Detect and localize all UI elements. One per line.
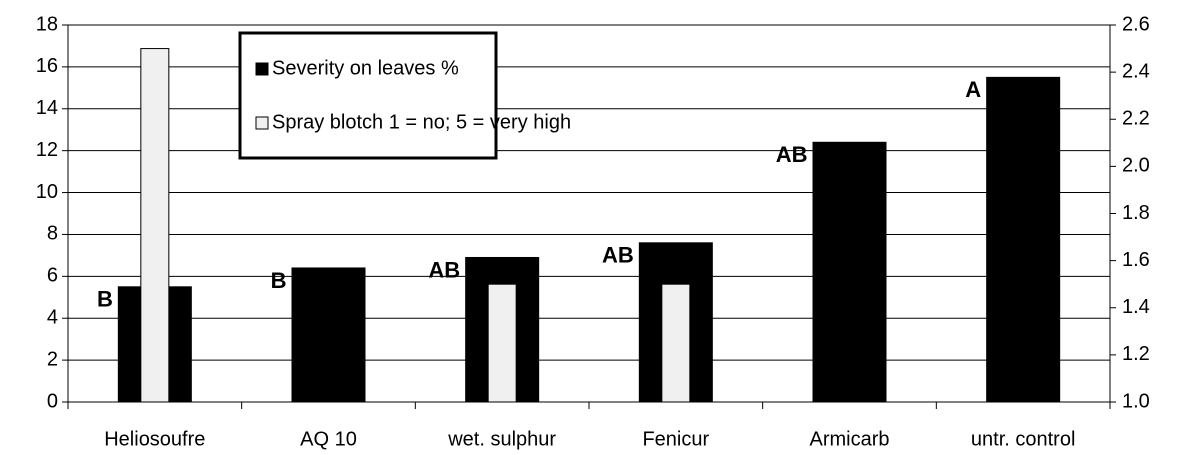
y-tick-label: 8 bbox=[47, 223, 58, 245]
annotation: B bbox=[97, 287, 113, 312]
x-tick-label: Heliosoufre bbox=[104, 428, 205, 450]
legend-label: Severity on leaves % bbox=[272, 57, 459, 79]
y-tick-label: 16 bbox=[36, 55, 58, 77]
x-tick-label: wet. sulphur bbox=[447, 428, 556, 450]
x-tick-label: Armicarb bbox=[809, 428, 889, 450]
y2-tick-label: 1.4 bbox=[1122, 296, 1150, 318]
y-tick-label: 4 bbox=[47, 307, 58, 329]
bar bbox=[140, 48, 170, 403]
y2-tick-label: 1.6 bbox=[1122, 249, 1150, 271]
x-tick-label: AQ 10 bbox=[300, 428, 357, 450]
bar bbox=[812, 141, 887, 403]
y2-tick-label: 2.2 bbox=[1122, 108, 1150, 130]
y-tick-label: 10 bbox=[36, 181, 58, 203]
y-tick-label: 18 bbox=[36, 13, 58, 35]
annotation: AB bbox=[428, 257, 460, 282]
annotation: A bbox=[965, 77, 981, 102]
bar bbox=[986, 76, 1061, 403]
y-tick-label: 12 bbox=[36, 139, 58, 161]
y-tick-label: 0 bbox=[47, 390, 58, 412]
y-tick-label: 6 bbox=[47, 265, 58, 287]
legend-swatch bbox=[255, 116, 269, 130]
y-tick-label: 2 bbox=[47, 348, 58, 370]
x-tick-label: untr. control bbox=[971, 428, 1076, 450]
y2-tick-label: 1.0 bbox=[1122, 390, 1150, 412]
legend-label: Spray blotch 1 = no; 5 = very high bbox=[272, 111, 571, 133]
y2-tick-label: 1.2 bbox=[1122, 343, 1150, 365]
y2-tick-label: 1.8 bbox=[1122, 202, 1150, 224]
annotation: AB bbox=[602, 243, 634, 268]
bar bbox=[661, 283, 691, 403]
bar bbox=[487, 283, 517, 403]
x-tick-label: Fenicur bbox=[642, 428, 709, 450]
annotation: AB bbox=[776, 142, 808, 167]
y2-tick-label: 2.4 bbox=[1122, 60, 1150, 82]
bar bbox=[291, 267, 366, 403]
y2-tick-label: 2.0 bbox=[1122, 155, 1150, 177]
y-tick-label: 14 bbox=[36, 97, 58, 119]
legend-box bbox=[238, 31, 498, 160]
y2-tick-label: 2.6 bbox=[1122, 13, 1150, 35]
legend-swatch bbox=[255, 62, 269, 76]
annotation: B bbox=[271, 268, 287, 293]
